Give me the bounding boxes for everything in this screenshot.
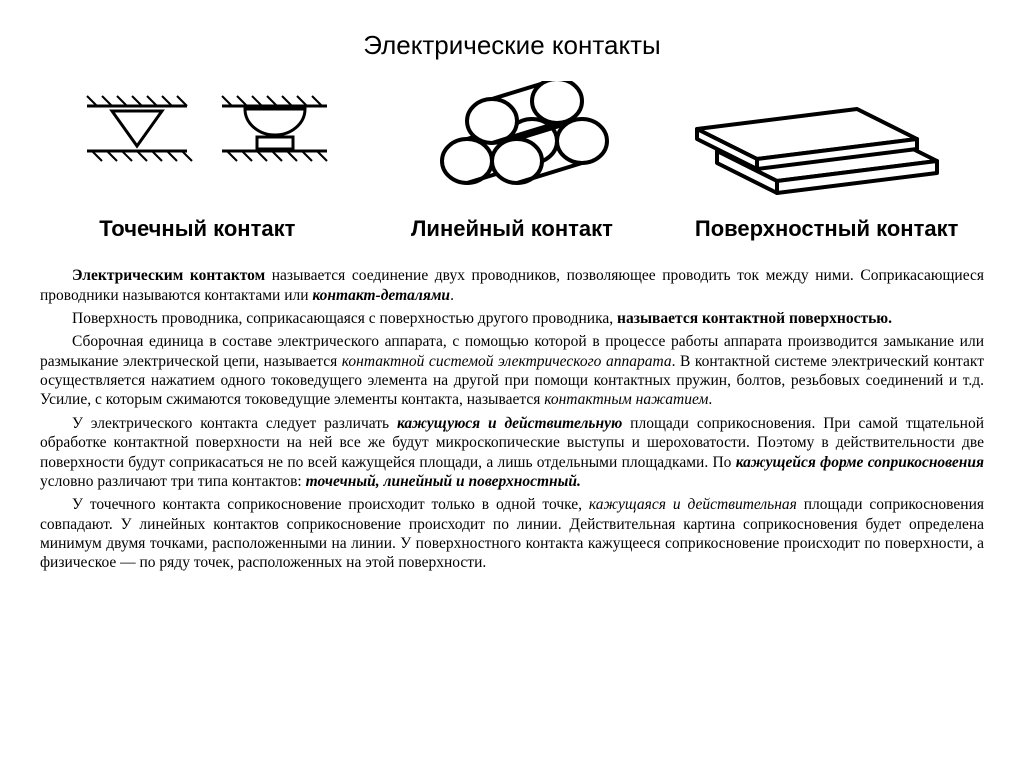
paragraph-3: Сборочная единица в составе электрическо… bbox=[40, 332, 984, 410]
label-point: Точечный контакт bbox=[42, 211, 354, 246]
paragraph-1: Электрическим контактом называется соеди… bbox=[40, 266, 984, 305]
diagram-surface-contact bbox=[687, 81, 947, 201]
diagram-labels: Точечный контакт Линейный контакт Поверх… bbox=[40, 211, 984, 246]
label-linear: Линейный контакт bbox=[356, 211, 668, 246]
body-text: Электрическим контактом называется соеди… bbox=[40, 266, 984, 573]
diagram-point-contact bbox=[77, 81, 337, 201]
page-title: Электрические контакты bbox=[40, 30, 984, 61]
diagram-linear-contact bbox=[412, 81, 612, 201]
diagram-row bbox=[40, 81, 984, 201]
paragraph-2: Поверхность проводника, соприкасающаяся … bbox=[40, 309, 984, 328]
paragraph-5: У точечного контакта соприкосновение про… bbox=[40, 495, 984, 573]
paragraph-4: У электрического контакта следует различ… bbox=[40, 414, 984, 492]
label-surface: Поверхностный контакт bbox=[671, 211, 983, 246]
